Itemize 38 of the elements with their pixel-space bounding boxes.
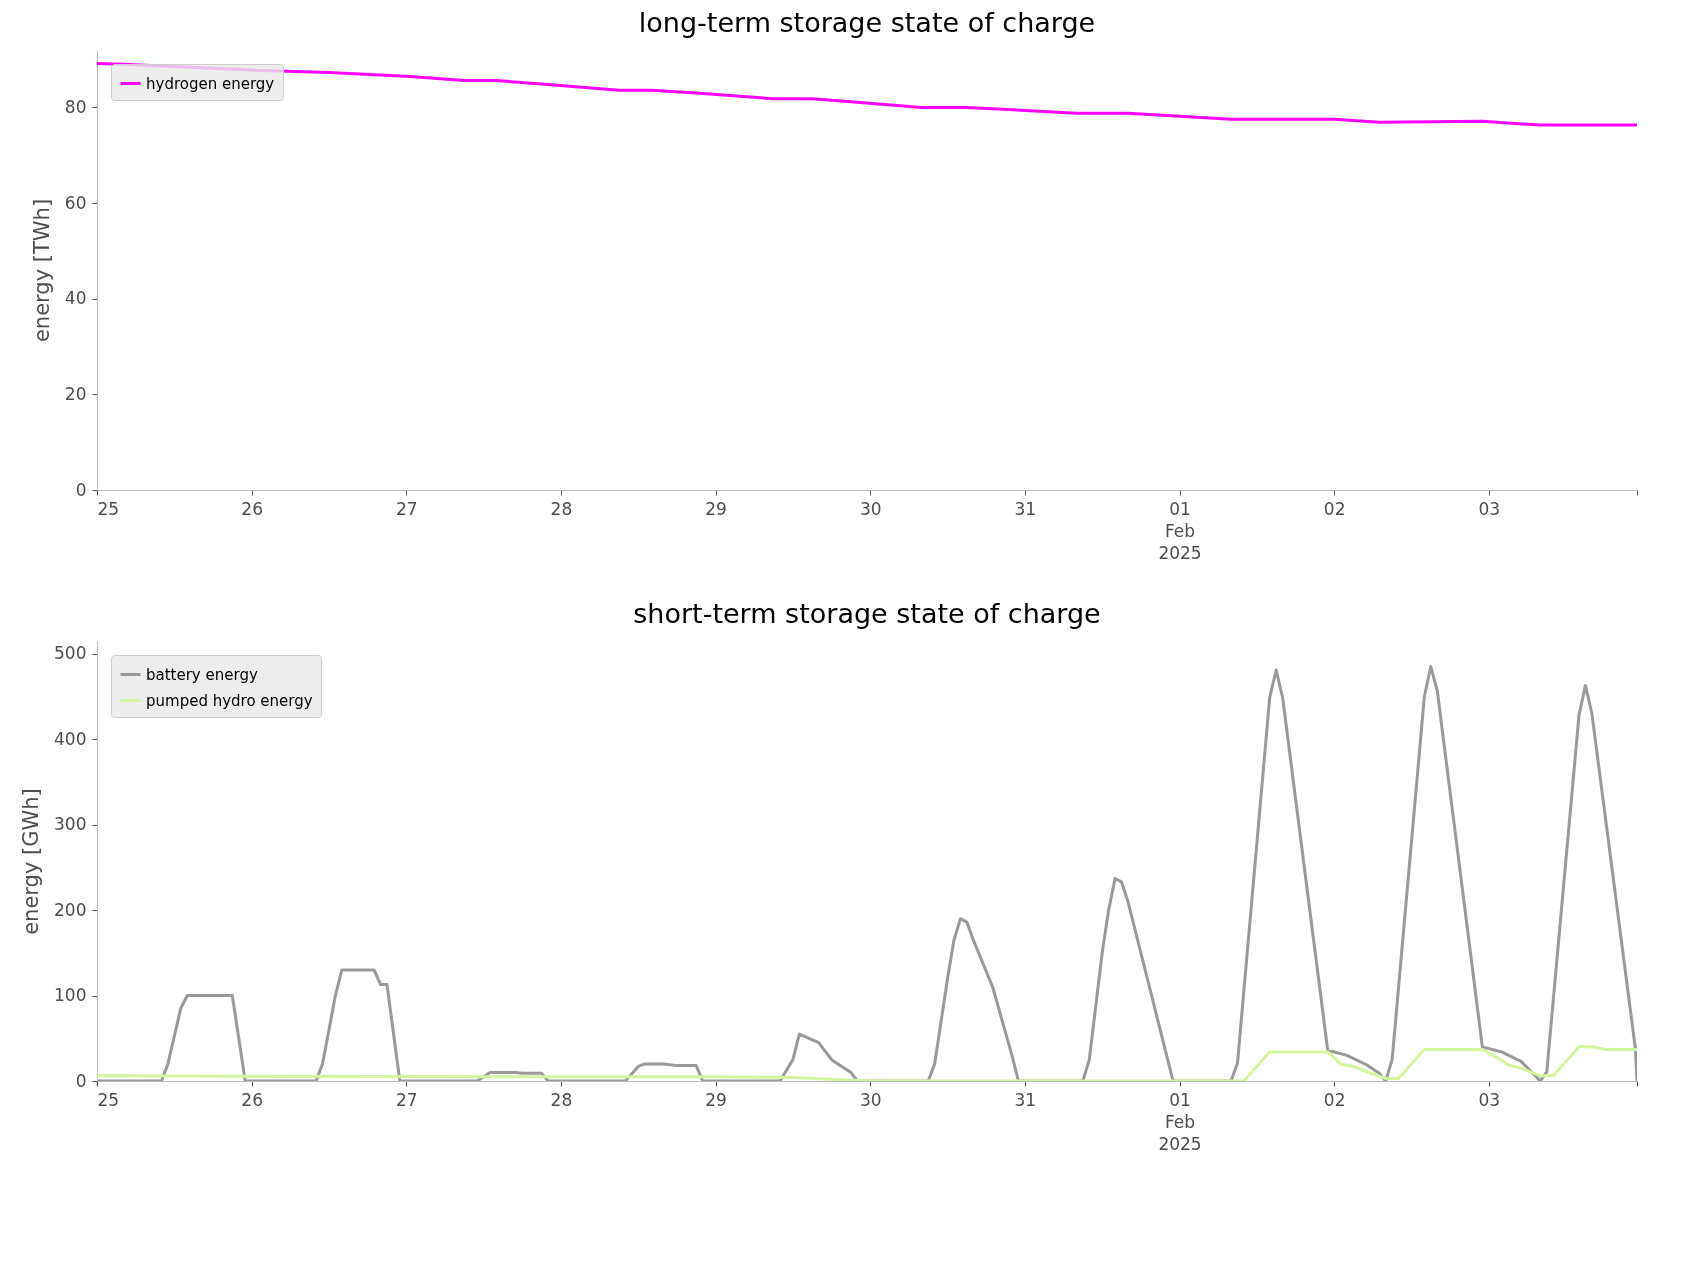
- x-tick-label: 27: [395, 1089, 418, 1110]
- x-tick-label: 25: [97, 498, 120, 519]
- chart-title: short-term storage state of charge: [633, 598, 1101, 629]
- x-tick-label: 03: [1478, 498, 1501, 519]
- y-tick-label: 300: [54, 814, 87, 835]
- x-tick-label: 26: [241, 498, 263, 519]
- x-tick-label: 01 Feb 2025: [1158, 498, 1202, 563]
- y-tick-label: 40: [64, 288, 87, 309]
- y-tick-label: 60: [64, 192, 87, 213]
- y-tick-label: 200: [54, 899, 87, 920]
- y-axis-title: energy [GWh]: [19, 788, 44, 935]
- x-tick-label: 02: [1323, 498, 1346, 519]
- x-tick-label: 02: [1323, 1089, 1346, 1110]
- legend-label: battery energy: [146, 665, 258, 684]
- x-tick-label: 28: [550, 1089, 573, 1110]
- y-tick-label: 0: [75, 479, 87, 500]
- y-tick-label: 0: [75, 1070, 87, 1091]
- legend-label: hydrogen energy: [146, 74, 275, 93]
- y-axis-title: energy [TWh]: [29, 198, 54, 343]
- chart-title: long-term storage state of charge: [638, 7, 1096, 38]
- x-tick-label: 29: [705, 498, 727, 519]
- x-tick-label: 31: [1014, 498, 1037, 519]
- x-tick-label: 26: [241, 1089, 263, 1110]
- x-tick-label: 29: [705, 1089, 727, 1110]
- x-tick-label: 25: [97, 1089, 120, 1110]
- x-tick-label: 30: [859, 498, 882, 519]
- x-tick-label: 03: [1478, 1089, 1501, 1110]
- x-tick-label: 27: [395, 498, 418, 519]
- y-tick-label: 20: [64, 383, 87, 404]
- y-tick-label: 100: [54, 985, 87, 1006]
- x-tick-label: 01 Feb 2025: [1158, 1089, 1202, 1154]
- x-tick-label: 31: [1014, 1089, 1037, 1110]
- legend-label: pumped hydro energy: [146, 691, 313, 710]
- x-tick-label: 30: [859, 1089, 882, 1110]
- y-tick-label: 400: [54, 728, 87, 749]
- x-tick-label: 28: [550, 498, 573, 519]
- y-tick-label: 500: [54, 643, 87, 664]
- y-tick-label: 80: [64, 96, 87, 117]
